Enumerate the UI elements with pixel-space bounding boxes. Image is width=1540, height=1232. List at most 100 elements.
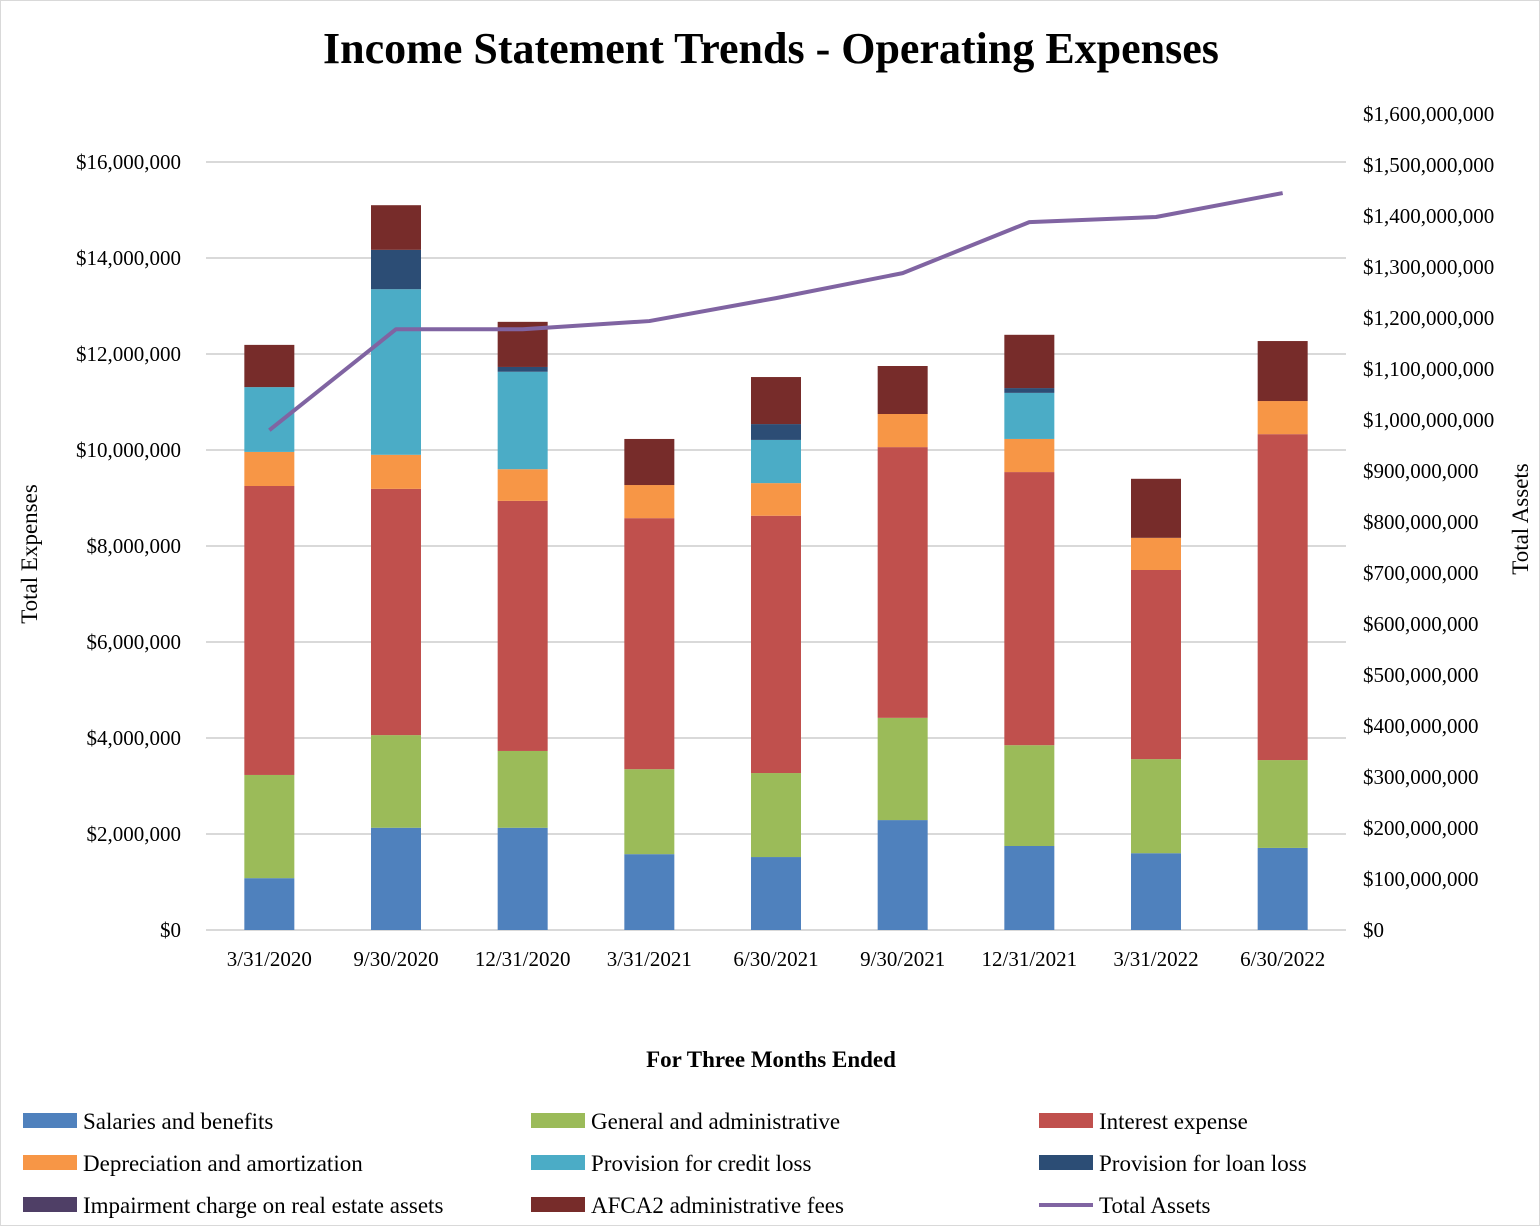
bar-segment-afca2-administrative-fees [371,205,421,250]
right-axis-ticks: $0 $100,000,000 $200,000,000 $300,000,000 $4… [1363,102,1494,942]
x-tick-label: 9/30/2020 [353,947,438,971]
bar-stack [624,439,674,930]
x-tick-label: 3/31/2021 [607,947,692,971]
bar-segment-general-and-administrative [1258,760,1308,848]
bar-segment-general-and-administrative [751,773,801,857]
y-tick-label: $10,000,000 [76,438,181,462]
y2-axis-title: Total Assets [1508,463,1533,575]
bar-segment-provision-for-credit-loss [1004,393,1054,439]
y2-tick-label: $700,000,000 [1363,561,1479,585]
bar-segment-depreciation-and-amortization [371,455,421,489]
bar-segment-general-and-administrative [1131,759,1181,853]
bar-segment-general-and-administrative [878,718,928,820]
x-tick-label: 12/31/2020 [475,947,571,971]
bar-segment-interest-expense [1131,570,1181,759]
legend-swatch [531,1113,585,1128]
bar-segment-provision-for-loan-loss [1004,388,1054,393]
legend-label: AFCA2 administrative fees [591,1193,844,1218]
chart-title: Income Statement Trends - Operating Expe… [323,24,1219,73]
y2-tick-label: $1,400,000,000 [1363,204,1494,228]
y-tick-label: $14,000,000 [76,246,181,270]
legend-label: Total Assets [1099,1193,1211,1218]
bar-segment-interest-expense [498,501,548,751]
legend-item: Salaries and benefits [23,1109,273,1134]
legend-item: Total Assets [1039,1193,1211,1218]
bar-segment-provision-for-loan-loss [371,250,421,289]
y2-tick-label: $1,500,000,000 [1363,153,1494,177]
bar-segment-afca2-administrative-fees [244,345,294,387]
x-axis-ticks: 3/31/2020 9/30/2020 12/31/2020 3/31/2021 6/3… [227,947,1326,971]
bar-segment-depreciation-and-amortization [878,414,928,447]
bar-segment-salaries-and-benefits [878,820,928,930]
bar-stack [878,366,928,930]
bar-stack [244,345,294,930]
y2-tick-label: $400,000,000 [1363,714,1479,738]
bar-segment-depreciation-and-amortization [244,452,294,486]
legend-label: Interest expense [1099,1109,1248,1134]
y-tick-label: $4,000,000 [87,726,182,750]
bar-segment-provision-for-loan-loss [751,424,801,440]
y2-tick-label: $300,000,000 [1363,765,1479,789]
y-tick-label: $0 [160,918,181,942]
y2-tick-label: $500,000,000 [1363,663,1479,687]
bar-segment-afca2-administrative-fees [624,439,674,485]
x-tick-label: 9/30/2021 [860,947,945,971]
legend-label: General and administrative [591,1109,840,1134]
legend-swatch [531,1155,585,1170]
y-tick-label: $6,000,000 [87,630,182,654]
bar-stack [1131,479,1181,930]
bar-stack [498,322,548,930]
stacked-bars [244,205,1307,930]
y2-tick-label: $1,200,000,000 [1363,306,1494,330]
y2-tick-label: $800,000,000 [1363,510,1479,534]
y2-tick-label: $0 [1363,918,1384,942]
legend-swatch [23,1155,77,1170]
bar-segment-interest-expense [244,486,294,775]
legend-swatch [531,1197,585,1212]
y-tick-label: $16,000,000 [76,150,181,174]
y-tick-label: $8,000,000 [87,534,182,558]
bar-segment-afca2-administrative-fees [878,366,928,414]
legend-swatch [1039,1113,1093,1128]
bar-segment-general-and-administrative [1004,745,1054,846]
legend: Salaries and benefits General and adminis… [23,1109,1307,1218]
bar-segment-salaries-and-benefits [1131,853,1181,930]
y2-tick-label: $1,600,000,000 [1363,102,1494,126]
bar-segment-provision-for-credit-loss [371,289,421,455]
y-axis-title: Total Expenses [17,484,42,624]
legend-item: AFCA2 administrative fees [531,1193,844,1218]
bar-stack [1004,335,1054,930]
x-tick-label: 6/30/2022 [1240,947,1325,971]
bar-segment-provision-for-credit-loss [751,440,801,483]
bar-segment-depreciation-and-amortization [624,485,674,518]
x-tick-label: 12/31/2021 [981,947,1077,971]
x-axis-title: For Three Months Ended [646,1047,896,1072]
y2-tick-label: $1,100,000,000 [1363,357,1494,381]
bar-segment-general-and-administrative [498,751,548,828]
bar-segment-salaries-and-benefits [624,854,674,930]
legend-label: Provision for credit loss [591,1151,811,1176]
bar-segment-general-and-administrative [244,775,294,878]
legend-item: Depreciation and amortization [23,1151,363,1176]
bar-segment-interest-expense [624,518,674,769]
legend-label: Salaries and benefits [83,1109,273,1134]
legend-label: Depreciation and amortization [83,1151,363,1176]
legend-swatch [23,1113,77,1128]
bar-stack [371,205,421,930]
y2-tick-label: $100,000,000 [1363,867,1479,891]
bar-segment-general-and-administrative [624,769,674,854]
bar-segment-afca2-administrative-fees [1004,335,1054,388]
x-tick-label: 3/31/2022 [1113,947,1198,971]
bar-segment-afca2-administrative-fees [1131,479,1181,538]
x-tick-label: 6/30/2021 [733,947,818,971]
legend-item: Interest expense [1039,1109,1248,1134]
bar-segment-salaries-and-benefits [1258,848,1308,930]
bar-segment-depreciation-and-amortization [751,483,801,516]
y-tick-label: $2,000,000 [87,822,182,846]
y2-tick-label: $600,000,000 [1363,612,1479,636]
y2-tick-label: $200,000,000 [1363,816,1479,840]
bar-segment-salaries-and-benefits [1004,846,1054,930]
x-tick-label: 3/31/2020 [227,947,312,971]
y2-tick-label: $1,300,000,000 [1363,255,1494,279]
